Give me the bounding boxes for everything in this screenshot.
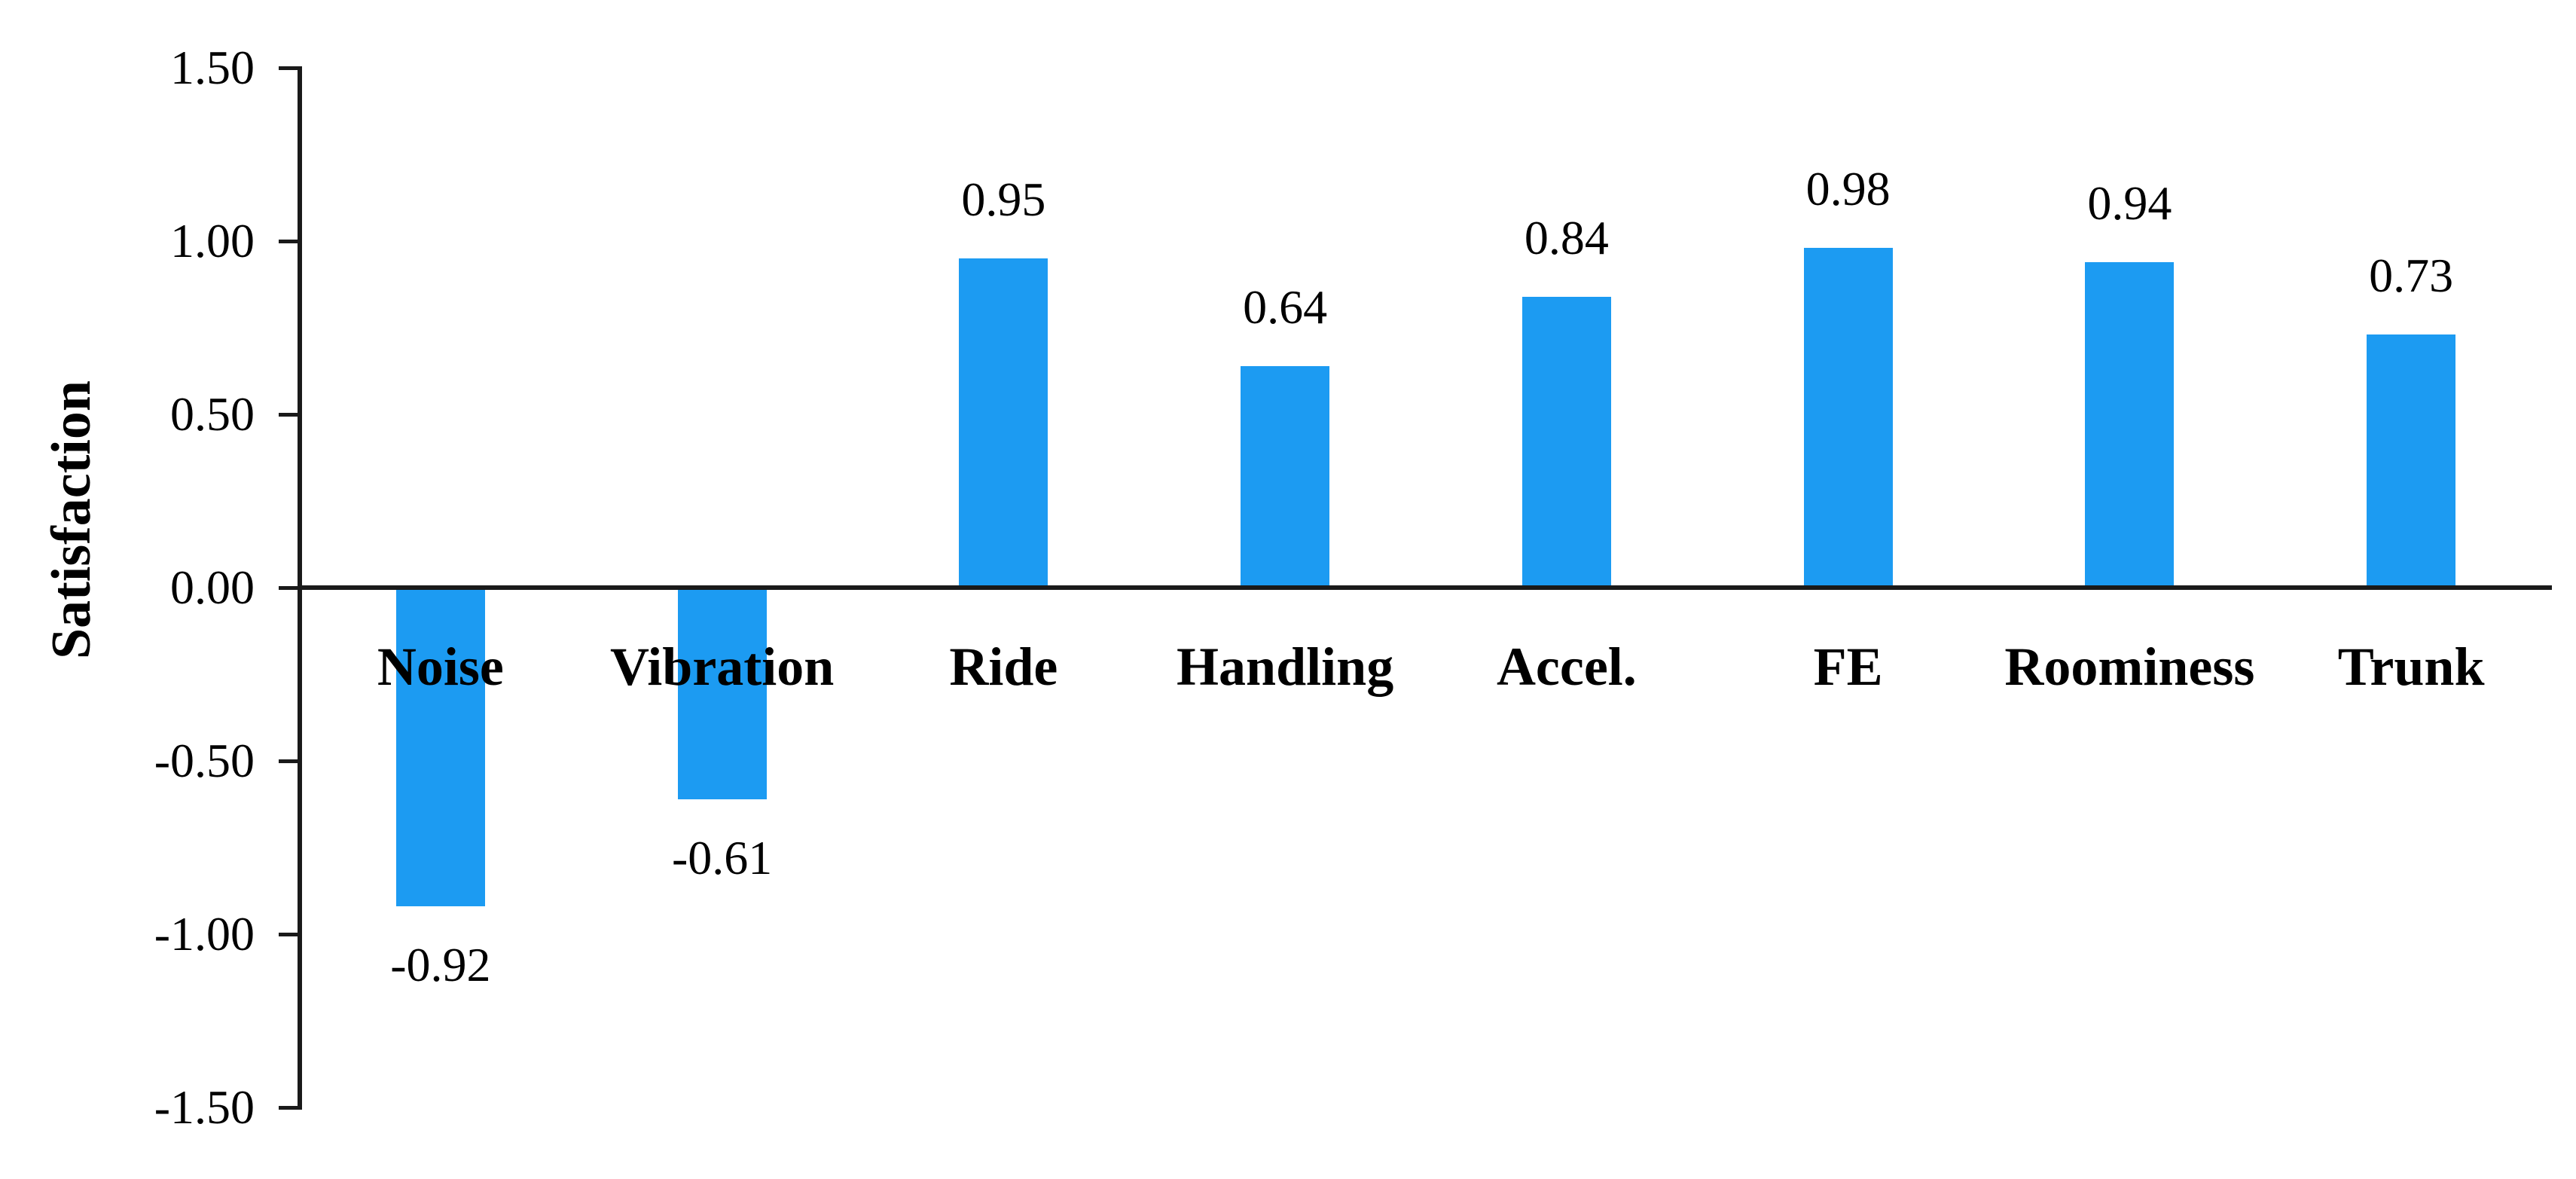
category-label-vibration: Vibration [609,637,835,697]
bar-roominess [2085,261,2175,588]
y-tick-mark [279,239,300,243]
bar-noise [395,588,485,907]
category-label-handling: Handling [1177,637,1394,697]
category-label-fe: FE [1813,637,1883,697]
category-label-accel: Accel. [1496,637,1637,697]
y-axis-title: Satisfaction [41,380,102,659]
y-tick-mark [279,759,300,763]
category-label-noise: Noise [377,637,504,697]
bar-ride [959,258,1048,588]
x-axis-line [298,585,2552,590]
bar-value-label-vibration: -0.61 [671,830,773,884]
y-tick-label: 0.00 [170,560,255,614]
y-tick-label: -1.00 [154,907,255,961]
bar-value-label-ride: 0.95 [961,173,1046,226]
bar-value-label-handling: 0.64 [1243,279,1328,334]
bar-handling [1241,365,1330,588]
y-tick-label: -0.50 [154,734,255,787]
bar-value-label-accel: 0.84 [1524,210,1609,264]
category-label-trunk: Trunk [2337,637,2485,697]
y-tick-mark [279,1105,300,1110]
bar-vibration [677,588,767,799]
y-tick-label: -1.50 [154,1080,255,1134]
y-tick-label: 1.50 [170,41,255,94]
y-tick-mark [279,66,300,70]
y-tick-mark [279,932,300,936]
y-tick-mark [279,585,300,590]
y-tick-label: 1.00 [170,214,255,267]
bar-value-label-trunk: 0.73 [2369,249,2454,303]
bar-accel [1521,296,1611,588]
category-label-roominess: Roominess [2004,637,2255,697]
category-label-ride: Ride [949,637,1058,697]
bar-fe [1803,248,1893,588]
bar-value-label-noise: -0.92 [390,938,491,992]
bar-value-label-roominess: 0.94 [2087,176,2172,230]
y-tick-mark [279,412,300,417]
y-tick-label: 0.50 [170,387,255,441]
bar-value-label-fe: 0.98 [1805,162,1891,216]
bar-trunk [2367,334,2456,588]
